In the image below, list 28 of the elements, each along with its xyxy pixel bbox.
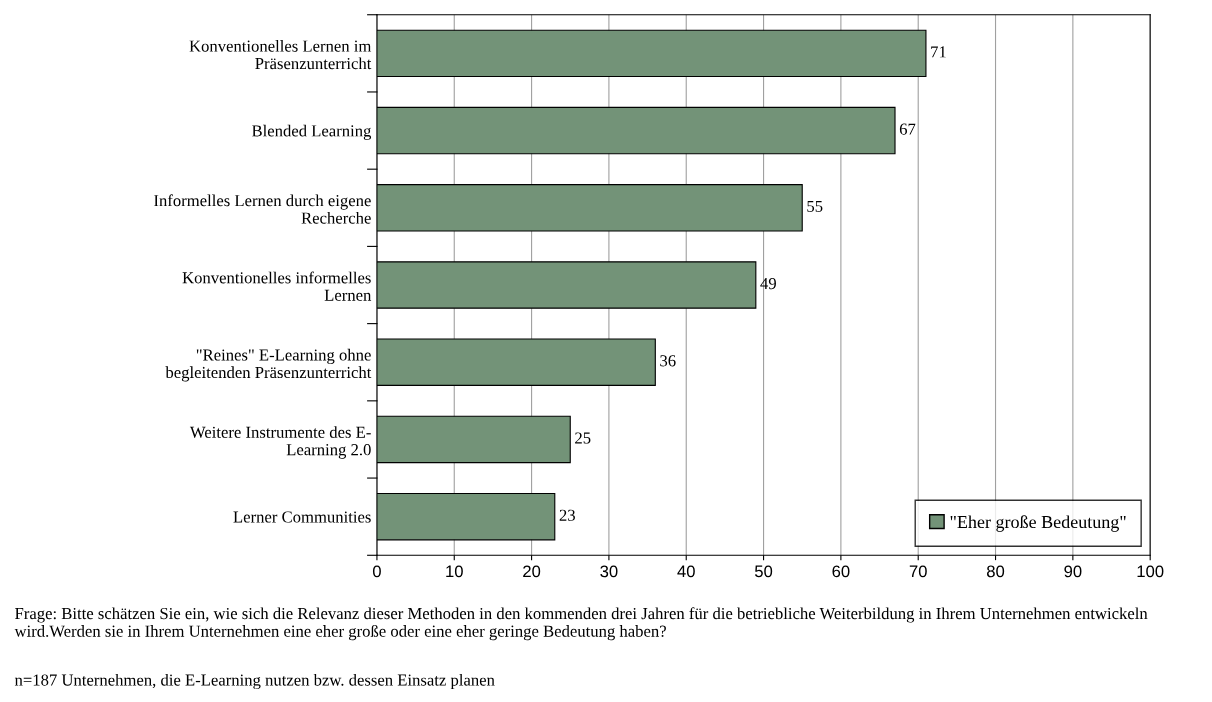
x-tick-label: 10 xyxy=(446,565,463,578)
text: Frage: Bitte schätzen Sie ein, wie sich die Relevanz dieser Methoden in den kommenden drei Jahren für die betriebliche Weiterbildung in Ihrem Unternehmen entwickeln wird.Werden sie in Ihrem Unternehmen eine eher große oder eine eher geringe Bedeutung haben? xyxy=(14,607,1148,641)
data-label: 71 xyxy=(931,46,946,58)
y-tick-label: Blended Learning xyxy=(251,124,372,140)
x-tick-label: 30 xyxy=(600,565,618,578)
text: n=187 Unternehmen, die E-Learning nutzen bzw. dessen Einsatz planen xyxy=(14,673,495,690)
x-tick-label: 20 xyxy=(523,565,541,578)
x-tick-label: 90 xyxy=(1064,565,1082,578)
data-label: 23 xyxy=(559,509,575,521)
data-label: 49 xyxy=(760,277,776,290)
legend-label: "Eher große Bedeutung" xyxy=(950,515,1126,532)
y-tick-label: "Reines" E-Learning ohne begleitenden Präsenzunterricht xyxy=(165,348,372,382)
y-tick-label: Weitere Instrumente des E- Learning 2.0 xyxy=(189,426,371,459)
data-label: 55 xyxy=(807,200,823,212)
data-label: 25 xyxy=(575,432,591,444)
x-tick-label: 40 xyxy=(677,565,695,578)
x-tick-label: 100 xyxy=(1137,565,1164,578)
x-tick-label: 80 xyxy=(986,565,1005,578)
y-tick-label: Lerner Communities xyxy=(233,511,371,523)
data-label: 36 xyxy=(660,355,676,367)
x-tick-label: 60 xyxy=(832,565,850,578)
y-tick-label: Konventionelles Lernen im Präsenzunterricht xyxy=(189,40,372,70)
data-label: 67 xyxy=(899,123,916,135)
y-tick-label: Konventionelles informelles Lernen xyxy=(182,271,372,301)
y-tick-label: Informelles Lernen durch eigene Recherche xyxy=(154,194,371,224)
x-tick-label: 0 xyxy=(372,565,381,578)
x-tick-label: 70 xyxy=(909,565,927,578)
x-tick-label: 50 xyxy=(754,565,773,578)
